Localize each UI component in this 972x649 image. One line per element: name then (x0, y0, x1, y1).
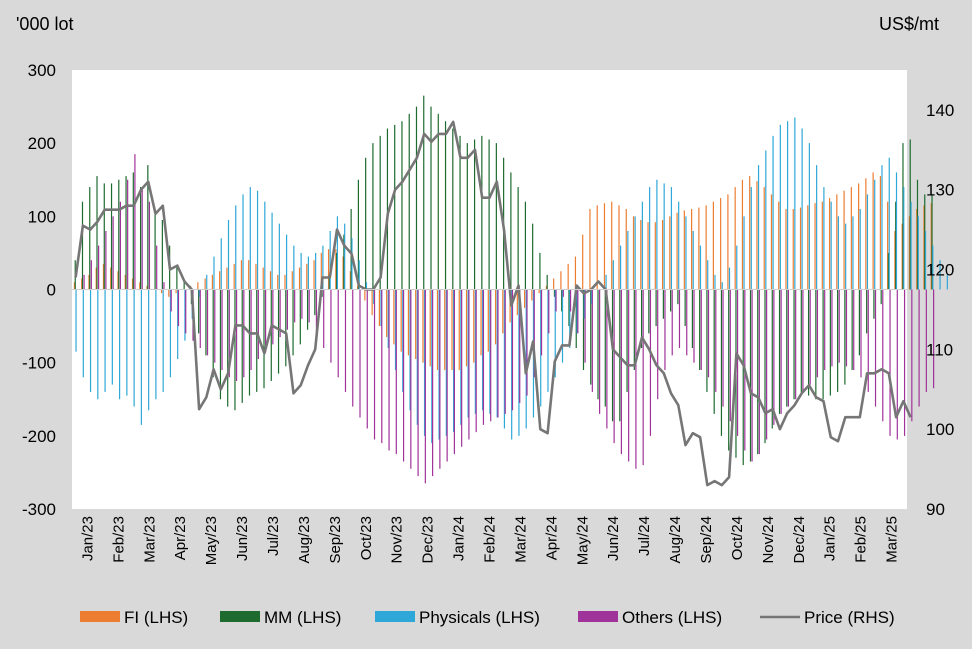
x-tick-label: May/24 (574, 516, 591, 565)
right-tick-label: 100 (926, 420, 954, 439)
legend-swatch-others (578, 611, 618, 622)
legend-swatch-mm (220, 611, 260, 622)
axes-layer: 300 200 100 0 -100 -200 -300 140 130 120 110 100 90 J… (22, 61, 954, 565)
right-tick-label: 90 (926, 500, 945, 519)
x-tick-label: Feb/24 (482, 516, 499, 563)
left-unit-label: '000 lot (16, 14, 73, 34)
legend-label-others: Others (LHS) (622, 608, 722, 627)
left-tick-label: -300 (22, 500, 56, 519)
legend-label-physicals: Physicals (LHS) (419, 608, 540, 627)
x-tick-label: Feb/25 (853, 516, 870, 563)
x-tick-label: Apr/23 (172, 516, 189, 560)
legend-label-mm: MM (LHS) (264, 608, 341, 627)
x-tick-label: Jan/23 (79, 516, 96, 561)
x-tick-label: Feb/23 (110, 516, 127, 563)
x-tick-label: Oct/24 (729, 516, 746, 560)
x-tick-label: Aug/23 (296, 516, 313, 564)
x-tick-label: Mar/25 (884, 516, 901, 563)
left-tick-label: -200 (22, 427, 56, 446)
x-tick-label: May/23 (203, 516, 220, 565)
left-tick-label: 100 (28, 207, 56, 226)
right-tick-label: 110 (926, 340, 953, 359)
x-tick-label: Jul/23 (265, 516, 282, 556)
left-tick-label: 200 (28, 134, 56, 153)
x-tick-label: Aug/24 (667, 516, 684, 564)
x-tick-label: Jan/24 (451, 516, 468, 561)
left-tick-label: -100 (22, 354, 56, 373)
left-tick-label: 0 (47, 281, 56, 300)
right-tick-label: 140 (926, 101, 954, 120)
price-line-layer (74, 120, 912, 487)
price-line (74, 120, 912, 487)
x-tick-label: Nov/23 (389, 516, 406, 564)
legend-label-price: Price (RHS) (804, 608, 895, 627)
x-tick-label: Jan/25 (822, 516, 839, 561)
right-tick-label: 130 (926, 181, 954, 200)
x-tick-label: Jul/24 (636, 516, 653, 556)
x-tick-label: Sep/23 (327, 516, 344, 564)
x-tick-label: Dec/24 (791, 516, 808, 564)
x-tick-label: Dec/23 (420, 516, 437, 564)
legend-swatch-fi (80, 611, 120, 622)
x-tick-label: Nov/24 (760, 516, 777, 564)
legend: FI (LHS) MM (LHS) Physicals (LHS) Others (L… (80, 608, 895, 627)
x-tick-label: Jun/24 (605, 516, 622, 561)
left-tick-label: 300 (28, 61, 56, 80)
x-tick-label: Jun/23 (234, 516, 251, 561)
x-tick-label: Mar/24 (512, 516, 529, 563)
x-tick-label: Sep/24 (698, 516, 715, 564)
bar-layer (73, 95, 948, 484)
right-tick-label: 120 (926, 261, 954, 280)
right-unit-label: US$/mt (879, 14, 939, 34)
x-tick-label: Oct/23 (358, 516, 375, 560)
x-tick-label: Mar/23 (141, 516, 158, 563)
legend-label-fi: FI (LHS) (124, 608, 188, 627)
x-tick-label: Apr/24 (543, 516, 560, 560)
legend-swatch-physicals (375, 611, 415, 622)
